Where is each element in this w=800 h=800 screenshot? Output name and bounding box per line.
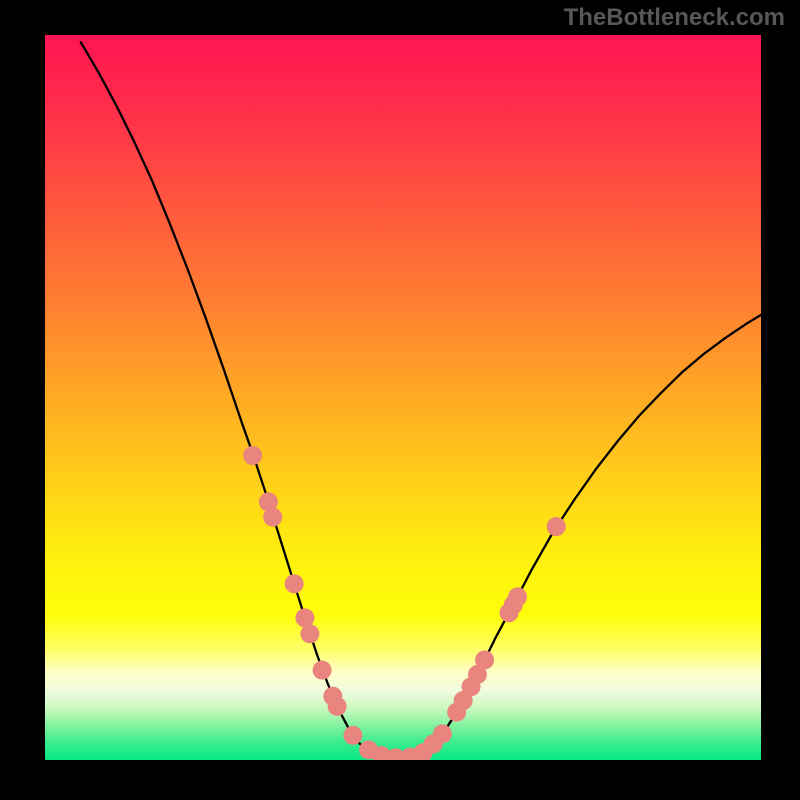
data-point-left [243,446,262,465]
data-point-left [285,574,304,593]
gradient-background [45,35,761,760]
data-point-left [313,661,332,680]
outer-frame: TheBottleneck.com [0,0,800,800]
data-point-left [328,697,347,716]
data-point-right [508,587,527,606]
data-point-left [300,624,319,643]
plot-svg [45,35,761,760]
data-point-right [433,724,452,743]
data-point-left [263,508,282,527]
data-point-left [343,726,362,745]
watermark-text: TheBottleneck.com [564,4,785,32]
data-point-right [547,517,566,536]
data-point-right [475,650,494,669]
plot-area [45,35,761,760]
